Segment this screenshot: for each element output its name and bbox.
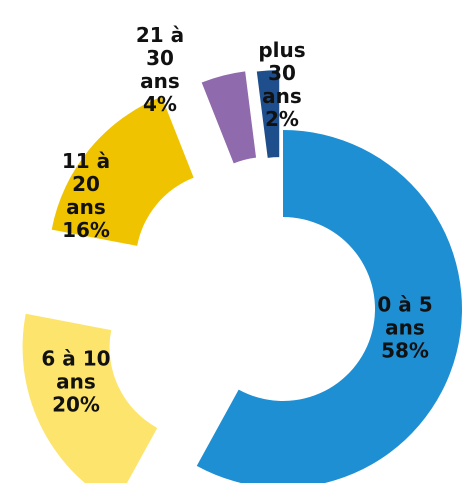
category-label: 21 à 30 ans (135, 23, 185, 93)
segment-label: 6 à 10 ans 20% (36, 346, 116, 417)
segment-label: 21 à 30 ans 4% (132, 24, 188, 116)
value-label: 2% (265, 107, 299, 131)
category-label: 11 à 20 ans (61, 149, 111, 219)
value-label: 20% (52, 392, 100, 417)
segment-label: 11 à 20 ans 16% (57, 150, 115, 242)
segment-label: plus 30 ans 2% (252, 39, 312, 131)
category-label: 6 à 10 ans (41, 346, 111, 394)
value-label: 4% (143, 92, 177, 116)
value-label: 16% (62, 218, 110, 242)
donut-segment (22, 313, 158, 483)
category-label: 0 à 5 ans (377, 292, 433, 340)
value-label: 58% (381, 338, 429, 363)
donut-segment (201, 71, 257, 164)
donut-segment (196, 130, 462, 483)
category-label: plus 30 ans (258, 38, 306, 108)
segment-label: 0 à 5 ans 58% (369, 292, 441, 363)
donut-segment (51, 96, 194, 246)
donut-segment (256, 70, 280, 158)
